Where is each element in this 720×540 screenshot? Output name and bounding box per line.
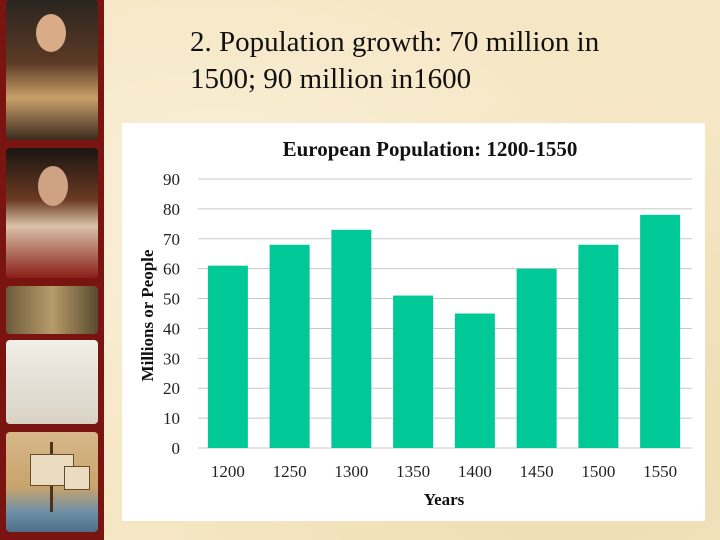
y-tick-label: 50 [163, 290, 180, 309]
bar [331, 229, 372, 448]
y-tick-label: 0 [172, 439, 181, 458]
decorative-strip [0, 0, 104, 540]
chart-title: European Population: 1200-1550 [283, 137, 578, 161]
y-tick-label: 90 [163, 170, 180, 189]
bar [207, 265, 248, 448]
population-chart: European Population: 1200-1550 0 10 20 30 40 5… [122, 123, 705, 521]
bar [516, 268, 557, 448]
astronomer-engraving-image [6, 340, 98, 424]
x-tick-label: 1550 [643, 462, 677, 481]
chart-canvas: European Population: 1200-1550 0 10 20 30 40 5… [138, 137, 692, 509]
bar [454, 313, 495, 448]
old-map-image [6, 286, 98, 334]
x-tick-label: 1300 [334, 462, 368, 481]
x-tick-label: 1450 [520, 462, 554, 481]
y-tick-label: 30 [163, 349, 180, 368]
y-tick-label: 10 [163, 409, 180, 428]
x-axis-label: Years [424, 490, 465, 509]
y-tick-label: 20 [163, 379, 180, 398]
x-tick-label: 1350 [396, 462, 430, 481]
y-tick-label: 60 [163, 260, 180, 279]
bar [640, 214, 681, 448]
bar [269, 244, 310, 448]
y-tick-label: 70 [163, 230, 180, 249]
king-portrait-image [6, 0, 98, 140]
nobleman-portrait-image [6, 148, 98, 278]
bar [393, 295, 434, 448]
sailing-ship-image [6, 432, 98, 532]
x-tick-label: 1500 [581, 462, 615, 481]
x-tick-label: 1400 [458, 462, 492, 481]
x-tick-label: 1200 [211, 462, 245, 481]
x-tick-label: 1250 [273, 462, 307, 481]
bar [578, 244, 619, 448]
y-axis-label: Millions or People [138, 249, 157, 381]
slide-title: 2. Population growth: 70 million in 1500… [190, 26, 600, 95]
y-tick-label: 80 [163, 200, 180, 219]
y-tick-label: 40 [163, 319, 180, 338]
